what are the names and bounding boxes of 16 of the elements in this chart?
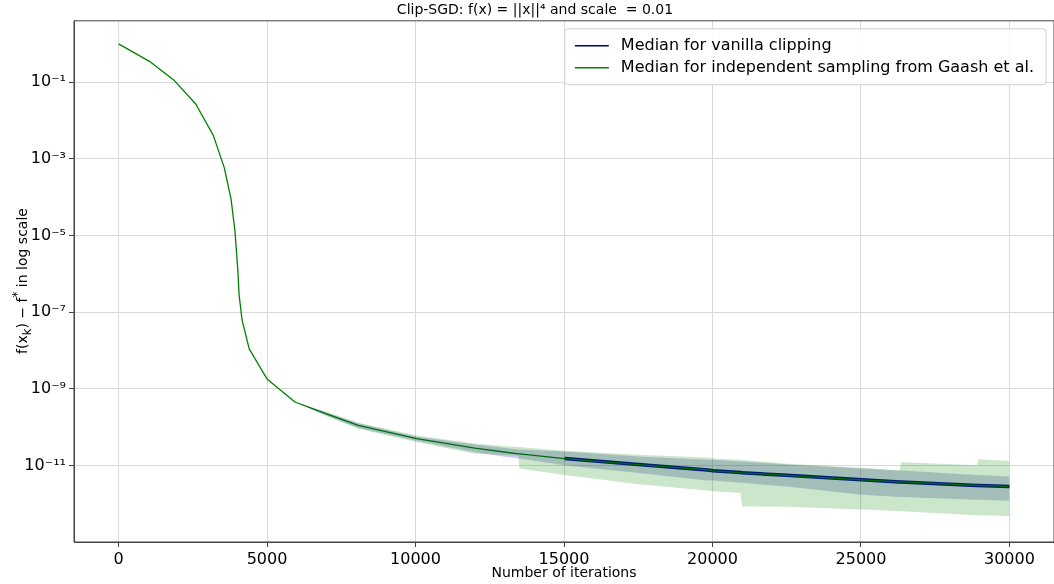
x-axis-title: Number of iterations bbox=[491, 564, 637, 581]
y-tick-label: 10⁻¹¹ bbox=[24, 454, 66, 474]
x-tick-label: 30000 bbox=[984, 548, 1035, 568]
y-tick-label: 10⁻⁵ bbox=[30, 224, 66, 244]
y-tick-label: 10⁻⁷ bbox=[30, 301, 66, 321]
x-tick-label: 10000 bbox=[390, 548, 441, 568]
x-tick-label: 5000 bbox=[246, 548, 288, 568]
legend-label: Median for independent sampling from Gaash et al. bbox=[620, 56, 1035, 76]
y-tick-label: 10⁻⁹ bbox=[30, 377, 66, 397]
x-tick-label: 0 bbox=[113, 548, 124, 568]
legend-label: Median for vanilla clipping bbox=[620, 34, 832, 54]
x-tick-label: 20000 bbox=[687, 548, 738, 568]
chart-title: Clip-SGD: f(x) = ||x||⁴ and scale = 0.01 bbox=[396, 1, 674, 19]
y-tick-label: 10⁻¹ bbox=[30, 71, 66, 91]
x-tick-label: 25000 bbox=[835, 548, 887, 568]
y-tick-label: 10⁻³ bbox=[30, 147, 66, 167]
